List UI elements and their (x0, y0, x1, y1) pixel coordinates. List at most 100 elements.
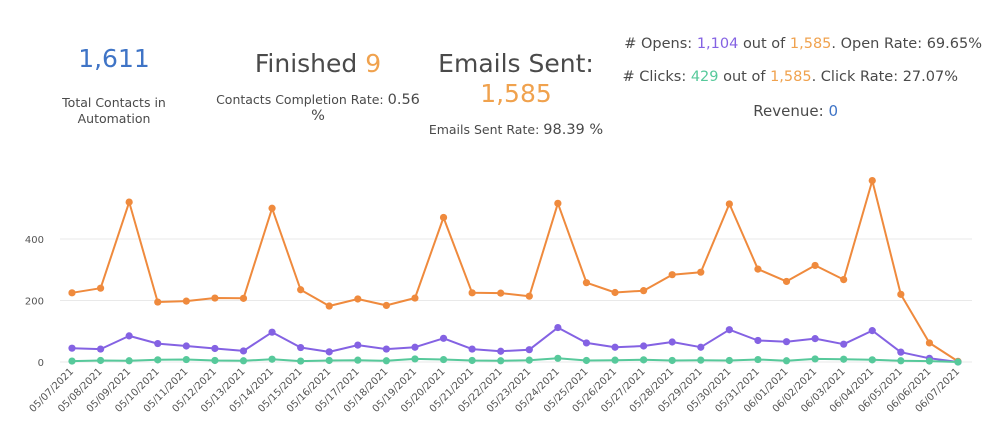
data-point (554, 323, 562, 332)
data-point (811, 355, 819, 363)
data-point (668, 338, 676, 346)
data-point (754, 355, 762, 364)
data-point (354, 295, 362, 303)
data-point (382, 345, 390, 353)
data-point (468, 289, 476, 297)
data-point (468, 345, 476, 353)
data-point (525, 346, 533, 354)
data-point (840, 275, 848, 284)
revenue-summary: Revenue: 0 (753, 102, 838, 120)
data-point (582, 356, 591, 365)
data-point (297, 357, 305, 365)
emails-sent-rate-label: Emails Sent Rate: (428, 122, 540, 137)
revenue-value: 0 (828, 102, 838, 120)
data-point (96, 284, 105, 292)
data-point (411, 343, 419, 351)
data-point (611, 288, 619, 297)
completion-rate: Contacts Completion Rate: 0.56 % (214, 92, 422, 124)
opens-total: 1,585 (789, 36, 832, 52)
emails-sent-heading: Emails Sent: 1,585 (420, 49, 612, 109)
data-point (297, 343, 305, 352)
finished-label: Finished (254, 49, 358, 78)
clicks-total: 1,585 (770, 69, 812, 85)
data-point (840, 340, 848, 348)
emails-sent-value: 1,585 (480, 79, 552, 108)
data-point (725, 326, 733, 334)
data-point (782, 277, 791, 286)
open-rate: . Open Rate: 69.65% (831, 36, 982, 52)
data-point (897, 290, 905, 298)
emails-sent-label: Emails Sent: (438, 49, 594, 78)
click-rate: . Click Rate: 27.07% (811, 69, 958, 85)
data-point (325, 356, 333, 365)
data-point (68, 289, 76, 297)
data-point (125, 332, 133, 340)
data-point (811, 261, 819, 270)
data-point (725, 200, 733, 208)
data-point (925, 339, 934, 347)
data-point (782, 338, 791, 346)
data-point (154, 356, 162, 364)
total-contacts-block: 1,611 Total Contacts in Automation (28, 44, 200, 127)
series-line (71, 326, 959, 363)
data-point (754, 265, 762, 273)
data-point (96, 345, 105, 353)
completion-rate-value: 0.56 % (311, 92, 420, 124)
series-line (71, 357, 959, 363)
data-point (697, 343, 705, 351)
data-point (154, 298, 162, 306)
data-point (211, 344, 219, 353)
data-point (182, 355, 190, 364)
data-point (439, 213, 448, 222)
data-point (554, 199, 562, 207)
data-point (239, 347, 248, 355)
revenue-label: Revenue: (753, 102, 824, 120)
finished-value: 9 (365, 49, 382, 78)
data-point (382, 301, 390, 310)
data-point (297, 286, 305, 294)
data-point (68, 344, 76, 352)
series-line (71, 179, 959, 363)
data-point (640, 287, 648, 295)
clicks-out-of: out of (723, 69, 766, 85)
data-point (154, 339, 162, 348)
data-point (954, 358, 962, 366)
data-point (782, 357, 791, 365)
data-point (239, 357, 248, 365)
opens-prefix: # Opens: (624, 36, 693, 52)
data-point (525, 356, 533, 364)
data-point (754, 336, 762, 345)
data-point (268, 204, 276, 212)
data-point (725, 356, 733, 365)
data-point (268, 328, 276, 336)
data-point (525, 292, 533, 300)
data-point (96, 356, 105, 365)
data-point (125, 357, 133, 365)
data-point (268, 355, 276, 363)
clicks-count: 429 (690, 69, 719, 85)
data-point (840, 355, 848, 363)
emails-sent-rate-value: 98.39 % (543, 122, 604, 138)
data-point (182, 342, 190, 350)
data-point (925, 357, 934, 365)
opens-count: 1,104 (696, 36, 739, 52)
opens-summary: # Opens: 1,104 out of 1,585. Open Rate: … (624, 36, 982, 52)
data-point (211, 294, 219, 302)
clicks-prefix: # Clicks: (622, 69, 687, 85)
data-point (325, 302, 333, 310)
finished-heading: Finished 9 (214, 49, 422, 79)
data-point (411, 294, 419, 302)
data-point (125, 198, 133, 206)
data-point (640, 342, 648, 350)
data-point (668, 271, 676, 279)
data-point (497, 347, 505, 355)
finished-block: Finished 9 Contacts Completion Rate: 0.5… (214, 49, 422, 124)
data-point (497, 289, 505, 297)
data-point (468, 356, 476, 365)
data-point (697, 356, 705, 364)
data-point (582, 339, 591, 347)
opens-out-of: out of (742, 36, 786, 52)
data-point (382, 357, 390, 365)
data-point (811, 335, 819, 343)
